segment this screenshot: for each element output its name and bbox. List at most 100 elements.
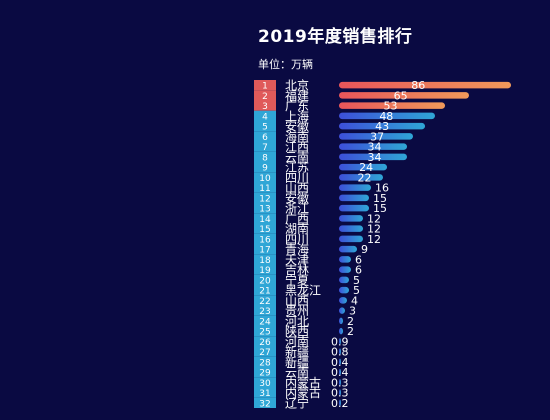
- bar-mark: [339, 348, 341, 355]
- rank-number: 31: [259, 389, 270, 399]
- value-label: 9: [361, 243, 368, 256]
- category-label: 新疆: [285, 344, 309, 359]
- rank-badge: [254, 295, 276, 306]
- bar-mark: [339, 143, 407, 150]
- bar-mark: [339, 338, 341, 345]
- bar-mark: [339, 327, 343, 335]
- bar-mark: [339, 215, 363, 222]
- bar-mark: [339, 317, 343, 325]
- value-label: 2: [347, 325, 354, 338]
- rank-number: 6: [262, 133, 268, 143]
- value-label: 86: [411, 79, 425, 92]
- rank-number: 25: [259, 328, 270, 338]
- rank-number: 14: [259, 215, 271, 225]
- category-label: 广西: [285, 212, 309, 226]
- bar-mark: [339, 358, 341, 366]
- rank-number: 26: [259, 338, 271, 348]
- value-label: 5: [353, 284, 360, 297]
- rank-badge: [254, 100, 276, 111]
- rank-number: 13: [259, 205, 270, 215]
- value-label: 12: [367, 223, 381, 236]
- rank-badge: [254, 356, 276, 367]
- rank-badge: [254, 110, 276, 121]
- rank-number: 2: [262, 92, 268, 102]
- category-label: 江苏: [285, 161, 309, 175]
- value-label: 6: [355, 264, 362, 277]
- category-label: 海南: [285, 129, 309, 144]
- bar-mark: [339, 122, 425, 130]
- rank-badge: [254, 131, 276, 142]
- value-label: 34: [368, 141, 382, 154]
- category-label: 青海: [285, 242, 309, 257]
- rank-badge: [254, 151, 276, 162]
- value-label: 53: [384, 100, 398, 113]
- category-label: 云南: [285, 365, 309, 380]
- rank-badge: [254, 80, 276, 91]
- rank-badge: [254, 233, 276, 244]
- rank-badge: [254, 377, 276, 388]
- category-label: 河南: [285, 334, 309, 349]
- category-label: 天津: [285, 253, 309, 267]
- bar-mark: [339, 307, 345, 314]
- rank-badge: [254, 397, 276, 408]
- rank-number: 8: [262, 153, 268, 163]
- value-label: 43: [375, 120, 389, 133]
- category-label: 山西: [285, 294, 309, 308]
- value-label: 0.4: [331, 366, 349, 379]
- value-label: 5: [353, 274, 360, 287]
- rank-number: 16: [259, 235, 271, 245]
- rank-badge: [254, 141, 276, 152]
- rank-badge: [254, 336, 276, 347]
- rank-number: 21: [259, 287, 270, 297]
- rank-number: 30: [259, 379, 271, 389]
- rank-number: 19: [259, 266, 271, 276]
- category-label: 广东: [285, 99, 309, 113]
- bar-mark: [339, 379, 341, 386]
- bar-mark: [339, 92, 469, 99]
- bar-mark: [339, 112, 435, 120]
- rank-badge: [254, 387, 276, 398]
- rank-badge: [254, 326, 276, 337]
- rank-number: 27: [259, 348, 270, 358]
- value-label: 0.9: [331, 335, 349, 348]
- value-label: 24: [359, 161, 373, 174]
- category-label: 江西: [285, 140, 309, 154]
- value-label: 4: [351, 294, 358, 307]
- category-label: 四川: [285, 232, 309, 246]
- category-label: 新疆: [285, 354, 309, 369]
- value-label: 65: [394, 89, 408, 102]
- bar-mark: [339, 399, 341, 407]
- value-label: 0.2: [331, 397, 349, 410]
- bar-mark: [339, 194, 369, 202]
- value-label: 6: [355, 253, 362, 266]
- value-label: 2: [347, 315, 354, 328]
- bar-mark: [339, 368, 341, 376]
- category-label: 上海: [285, 108, 309, 123]
- rank-badge: [254, 315, 276, 326]
- category-label: 云南: [285, 149, 309, 164]
- rank-number: 10: [259, 174, 271, 184]
- category-label: 河北: [285, 314, 309, 328]
- value-label: 3: [349, 305, 356, 318]
- rank-number: 3: [262, 102, 268, 112]
- category-label: 陕西: [285, 324, 309, 339]
- bar-mark: [339, 245, 357, 253]
- category-label: 湖南: [285, 221, 309, 236]
- chart-subtitle: 单位：万辆: [258, 58, 313, 71]
- rank-badge: [254, 274, 276, 285]
- rank-badge: [254, 172, 276, 183]
- rank-badge: [254, 254, 276, 265]
- value-label: 22: [357, 171, 371, 184]
- category-label: 浙江: [285, 202, 309, 216]
- bar-mark: [339, 184, 371, 191]
- bar-mark: [339, 163, 387, 171]
- category-label: 四川: [285, 171, 309, 185]
- bar-mark: [339, 81, 511, 89]
- category-label: 辽宁: [285, 395, 309, 410]
- rank-number: 20: [259, 276, 271, 286]
- category-label: 安徽: [285, 190, 309, 205]
- rank-badge: [254, 367, 276, 378]
- rank-number: 17: [259, 246, 270, 256]
- rank-badge: [254, 162, 276, 173]
